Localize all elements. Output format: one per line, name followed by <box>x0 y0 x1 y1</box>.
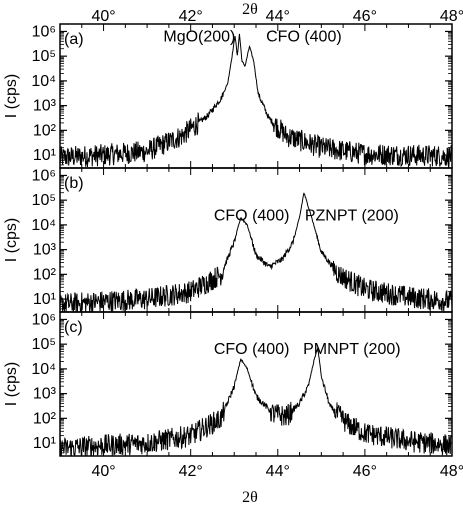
y-tick-label: 10² <box>33 266 57 283</box>
y-tick-label: 10³ <box>33 386 57 403</box>
y-tick-label: 10⁴ <box>31 361 56 378</box>
panel-label: (c) <box>64 319 83 336</box>
y-tick-label: 10² <box>33 122 57 139</box>
y-axis-label: I (cps) <box>3 218 20 262</box>
bottom-x-tick-label: 44° <box>266 463 290 480</box>
y-tick-label: 10⁶ <box>32 167 56 184</box>
panels: 10¹ 10² 10³ 10⁴ 10⁵ 10⁶ I (cps) (a) MgO(200) CFO … <box>3 23 453 457</box>
top-x-tick-label: 46° <box>353 8 377 25</box>
top-axis-tick-labels: 40° 42° 44° 46° 48° <box>91 8 463 25</box>
series-line <box>59 347 453 457</box>
y-tick-label: 10⁴ <box>31 73 56 90</box>
peak-annotation: CFO (400) <box>266 28 342 45</box>
y-axis-label: I (cps) <box>3 74 20 118</box>
bottom-x-tick-label: 42° <box>179 463 203 480</box>
y-tick-label: 10⁵ <box>32 192 56 209</box>
y-tick-label: 10⁶ <box>32 23 56 40</box>
peak-annotation: PMNPT (200) <box>303 341 401 358</box>
top-x-tick-label: 40° <box>91 8 115 25</box>
y-axis-label: I (cps) <box>3 362 20 406</box>
peak-annotation: CFO (400) <box>214 208 290 225</box>
top-x-tick-label: 48° <box>440 8 463 25</box>
panel-label: (a) <box>64 31 84 48</box>
bottom-x-tick-label: 40° <box>91 463 115 480</box>
series-line <box>59 33 453 169</box>
top-axis-title: 2θ <box>242 1 258 18</box>
peak-annotation: CFO (400) <box>214 341 290 358</box>
bottom-axis-tick-labels: 40° 42° 44° 46° 48° <box>91 463 463 480</box>
y-tick-label: 10⁵ <box>32 48 56 65</box>
y-tick-label: 10² <box>33 410 57 427</box>
y-tick-label: 10⁶ <box>32 311 56 328</box>
bottom-axis-title: 2θ <box>242 489 258 506</box>
bottom-x-tick-label: 46° <box>353 463 377 480</box>
top-x-tick-label: 42° <box>179 8 203 25</box>
y-tick-label: 10¹ <box>33 147 56 164</box>
peak-annotation: MgO(200) <box>163 28 235 45</box>
panel-a: 10¹ 10² 10³ 10⁴ 10⁵ 10⁶ I (cps) (a) MgO(200) CFO … <box>3 23 453 169</box>
top-x-tick-label: 44° <box>266 8 290 25</box>
series-line <box>59 192 453 313</box>
y-tick-label: 10³ <box>33 242 57 259</box>
panel-label: (b) <box>64 175 84 192</box>
y-tick-label: 10¹ <box>33 435 56 452</box>
panel-c: 10¹ 10² 10³ 10⁴ 10⁵ 10⁶ I (cps) (c) CFO (400) PMN… <box>3 311 453 457</box>
bottom-x-tick-label: 48° <box>440 463 463 480</box>
y-tick-label: 10⁴ <box>31 217 56 234</box>
y-tick-label: 10⁵ <box>32 336 56 353</box>
y-tick-label: 10¹ <box>33 291 56 308</box>
y-tick-label: 10³ <box>33 98 57 115</box>
panel-frame <box>59 23 453 169</box>
peak-annotation: PZNPT (200) <box>305 208 399 225</box>
panel-b: 10¹ 10² 10³ 10⁴ 10⁵ 10⁶ I (cps) (b) CFO (400) PZN… <box>3 167 453 313</box>
